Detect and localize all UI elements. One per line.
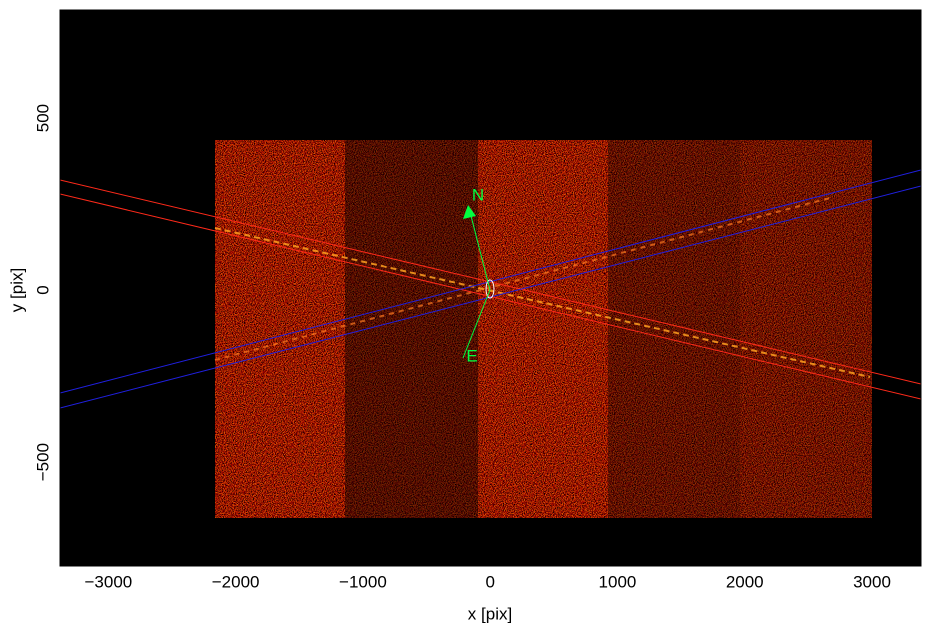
y-axis-label: y [pix] bbox=[7, 268, 26, 312]
dark-band bbox=[740, 140, 872, 518]
compass-north bbox=[469, 211, 491, 291]
x-axis-label: x [pix] bbox=[468, 604, 512, 623]
y-tick-label: 0 bbox=[33, 285, 52, 294]
y-tick-label: 500 bbox=[33, 104, 52, 132]
x-tick-label: 0 bbox=[485, 572, 494, 591]
source-ellipse bbox=[485, 279, 495, 299]
dark-band bbox=[608, 140, 740, 518]
image: N E bbox=[60, 140, 921, 518]
region-line bbox=[60, 169, 921, 394]
compass-label: N bbox=[472, 185, 484, 204]
compass-arrow bbox=[463, 205, 476, 219]
compass-east bbox=[462, 289, 491, 359]
x-tick-label: −3000 bbox=[84, 572, 132, 591]
region-line bbox=[60, 185, 921, 409]
x-tick-label: −2000 bbox=[212, 572, 260, 591]
x-tick-label: 3000 bbox=[853, 572, 891, 591]
compass-label: E bbox=[466, 346, 477, 365]
x-tick-label: 2000 bbox=[726, 572, 764, 591]
spectrum-streak bbox=[214, 227, 871, 378]
y-tick-label: −500 bbox=[33, 443, 52, 481]
x-tick-label: 1000 bbox=[599, 572, 637, 591]
x-tick-label: −1000 bbox=[339, 572, 387, 591]
detector-noise bbox=[215, 140, 872, 518]
